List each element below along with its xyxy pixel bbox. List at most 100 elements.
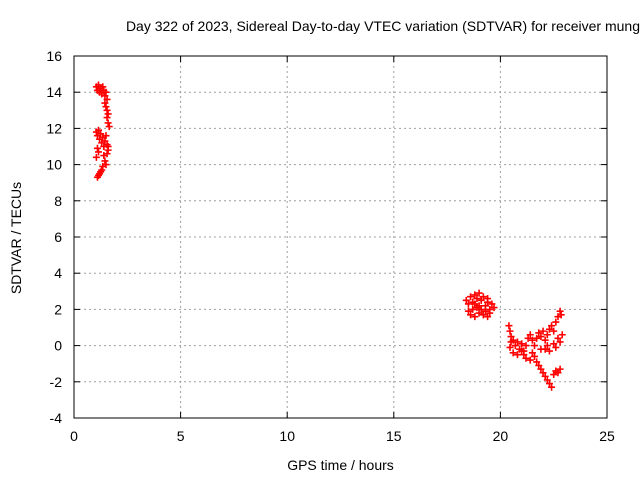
data-point xyxy=(535,329,543,337)
data-point xyxy=(556,365,564,373)
data-point xyxy=(481,307,489,315)
data-point xyxy=(464,300,472,308)
data-point xyxy=(522,354,530,362)
data-point xyxy=(552,343,560,351)
data-point xyxy=(103,150,111,158)
data-point xyxy=(462,296,470,304)
data-point xyxy=(467,293,475,301)
data-point xyxy=(537,365,545,373)
data-point xyxy=(484,295,492,303)
y-tick-label: 12 xyxy=(46,120,62,136)
data-point xyxy=(464,307,472,315)
data-point xyxy=(518,340,526,348)
y-tick-label: 6 xyxy=(54,229,62,245)
data-point xyxy=(477,305,485,313)
data-point xyxy=(471,313,479,321)
y-tick-label: -2 xyxy=(50,374,63,390)
data-point xyxy=(526,331,534,339)
data-point xyxy=(556,307,564,315)
data-point xyxy=(509,336,517,344)
x-tick-label: 0 xyxy=(70,428,78,444)
data-point xyxy=(513,338,521,346)
data-point xyxy=(477,296,485,304)
y-tick-label: 14 xyxy=(46,84,62,100)
data-point xyxy=(531,352,539,360)
data-point xyxy=(104,119,112,127)
x-tick-label: 5 xyxy=(177,428,185,444)
data-point xyxy=(539,369,547,377)
data-point xyxy=(471,300,479,308)
data-point xyxy=(92,153,100,161)
data-point xyxy=(103,114,111,122)
data-point xyxy=(93,144,101,152)
y-tick-label: 4 xyxy=(54,265,62,281)
data-point xyxy=(105,123,113,131)
y-axis-label: SDTVAR / TECUs xyxy=(8,181,24,295)
data-point xyxy=(506,343,514,351)
y-tick-label: 0 xyxy=(54,338,62,354)
data-point xyxy=(556,338,564,346)
x-tick-label: 10 xyxy=(279,428,295,444)
data-point xyxy=(533,334,541,342)
data-point xyxy=(524,334,532,342)
data-point xyxy=(528,336,536,344)
data-point xyxy=(537,345,545,353)
data-point xyxy=(473,295,481,303)
data-point xyxy=(558,331,566,339)
data-point xyxy=(488,300,496,308)
data-point xyxy=(479,311,487,319)
data-point xyxy=(541,336,549,344)
data-point xyxy=(479,293,487,301)
data-point xyxy=(475,289,483,297)
y-tick-label: 16 xyxy=(46,48,62,64)
data-point xyxy=(513,351,521,359)
data-point xyxy=(484,313,492,321)
data-point xyxy=(475,302,483,310)
data-point xyxy=(520,351,528,359)
data-point xyxy=(506,327,514,335)
data-point xyxy=(550,327,558,335)
data-point xyxy=(505,322,513,330)
data-point xyxy=(93,173,101,181)
data-point xyxy=(103,106,111,114)
y-tick-label: -4 xyxy=(50,410,63,426)
data-point xyxy=(528,349,536,357)
data-point xyxy=(557,311,565,319)
y-tick-label: 10 xyxy=(46,157,62,173)
data-point xyxy=(541,372,549,380)
data-point xyxy=(522,342,530,350)
data-point xyxy=(550,371,558,379)
data-point xyxy=(545,380,553,388)
x-tick-label: 25 xyxy=(599,428,615,444)
data-point xyxy=(509,349,517,357)
data-point xyxy=(486,309,494,317)
y-tick-label: 2 xyxy=(54,301,62,317)
data-point xyxy=(554,334,562,342)
data-point xyxy=(535,362,543,370)
data-point xyxy=(531,342,539,350)
data-point xyxy=(548,322,556,330)
y-tick-label: 8 xyxy=(54,193,62,209)
data-point xyxy=(533,358,541,366)
data-point xyxy=(471,291,479,299)
data-point xyxy=(101,157,109,165)
data-point xyxy=(469,305,477,313)
data-point xyxy=(95,148,103,156)
data-point xyxy=(550,340,558,348)
x-tick-label: 15 xyxy=(386,428,402,444)
data-point xyxy=(526,356,534,364)
data-point xyxy=(102,103,110,111)
data-point xyxy=(102,88,110,96)
data-point xyxy=(97,130,105,138)
data-point xyxy=(99,83,107,91)
chart-title: Day 322 of 2023, Sidereal Day-to-day VTE… xyxy=(125,18,640,34)
x-axis-label: GPS time / hours xyxy=(287,457,394,473)
data-point xyxy=(475,309,483,317)
data-point xyxy=(95,126,103,134)
data-point xyxy=(99,162,107,170)
data-point xyxy=(552,318,560,326)
data-point xyxy=(101,92,109,100)
data-point xyxy=(102,132,110,140)
data-point xyxy=(101,99,109,107)
